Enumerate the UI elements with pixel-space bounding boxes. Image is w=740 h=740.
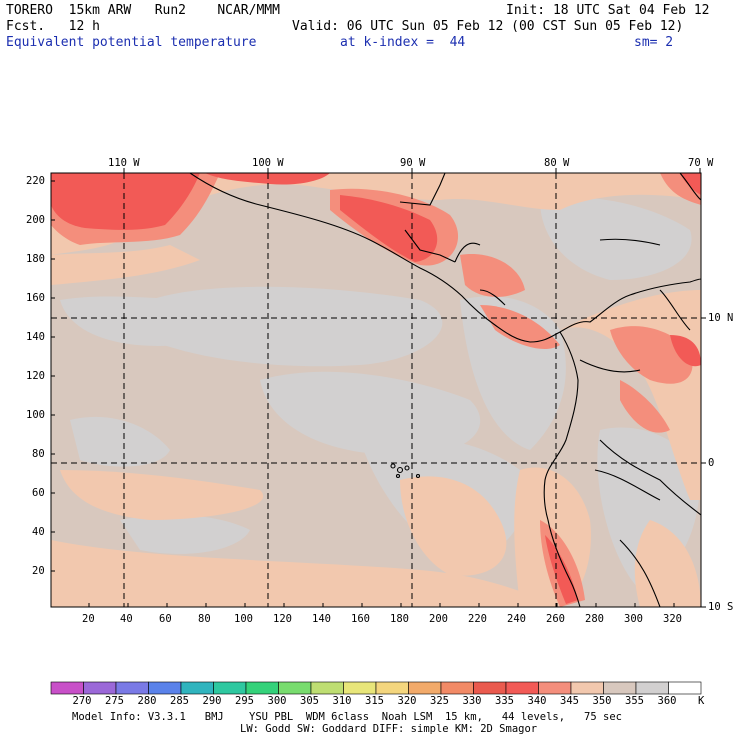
colorbar-label: 270 <box>72 695 92 707</box>
colorbar-unit: K <box>698 695 705 707</box>
colorbar-swatch <box>635 681 669 695</box>
y-tick-label: 60 <box>32 487 45 499</box>
colorbar-label: 280 <box>137 695 157 707</box>
colorbar-label: 300 <box>267 695 287 707</box>
lon-label: 90 W <box>400 157 426 169</box>
colorbar-label: 345 <box>560 695 579 707</box>
colorbar-label: 315 <box>365 695 384 707</box>
x-tick-label: 100 <box>234 613 253 625</box>
colorbar-swatch <box>473 681 507 695</box>
coastlines <box>189 173 701 607</box>
colorbar-swatch <box>245 681 279 695</box>
colorbar-label: 335 <box>495 695 514 707</box>
x-tick-label: 160 <box>351 613 370 625</box>
lon-label: 100 W <box>252 157 284 169</box>
colorbar-label: 330 <box>462 695 482 707</box>
x-tick-label: 60 <box>159 613 172 625</box>
x-tick-label: 200 <box>429 613 448 625</box>
colorbar-label: 295 <box>235 695 254 707</box>
y-tick-label: 80 <box>32 448 45 460</box>
colorbar-swatch <box>603 681 637 695</box>
colorbar-swatch <box>570 681 604 695</box>
colorbar-swatch <box>310 681 344 695</box>
colorbar-label: 340 <box>527 695 547 707</box>
axis-ticks <box>51 168 706 608</box>
forecast-hour: Fcst. 12 h <box>6 19 100 34</box>
colorbar-label: 310 <box>332 695 352 707</box>
y-tick-label: 140 <box>26 331 45 343</box>
colorbar-label: 325 <box>430 695 449 707</box>
latlon-grid <box>51 173 701 607</box>
y-tick-label: 160 <box>26 292 45 304</box>
y-tick-label: 220 <box>26 175 45 187</box>
x-tick-label: 320 <box>663 613 682 625</box>
colorbar-label: 305 <box>300 695 319 707</box>
x-tick-label: 20 <box>82 613 95 625</box>
y-tick-label: 100 <box>26 409 45 421</box>
colorbar-swatch <box>668 681 702 695</box>
y-tick-label: 180 <box>26 253 45 265</box>
x-tick-label: 40 <box>120 613 133 625</box>
colorbar-swatch <box>440 681 474 695</box>
smoothing-info: sm= 2 <box>634 35 674 50</box>
x-tick-label: 220 <box>468 613 487 625</box>
lon-label: 110 W <box>108 157 140 169</box>
low-theta-e-patches <box>60 197 700 590</box>
x-tick-label: 180 <box>390 613 409 625</box>
colorbar-swatch <box>213 681 247 695</box>
colorbar-swatch <box>538 681 572 695</box>
lat-label: 10 N <box>708 312 734 324</box>
colorbar <box>50 681 702 695</box>
x-tick-label: 280 <box>585 613 604 625</box>
lon-label: 70 W <box>688 157 714 169</box>
x-tick-label: 240 <box>507 613 526 625</box>
y-tick-label: 200 <box>26 214 45 226</box>
field-name: Equivalent potential temperature <box>6 35 257 50</box>
y-tick-label: 20 <box>32 565 45 577</box>
physics-info: LW: Godd SW: Goddard DIFF: simple KM: 2D… <box>240 723 538 735</box>
colorbar-swatch <box>278 681 312 695</box>
colorbar-label: 350 <box>592 695 612 707</box>
colorbar-swatch <box>148 681 182 695</box>
colorbar-label: 285 <box>170 695 189 707</box>
colorbar-swatch <box>115 681 149 695</box>
x-tick-label: 260 <box>546 613 565 625</box>
y-tick-label: 120 <box>26 370 45 382</box>
init-time: Init: 18 UTC Sat 04 Feb 12 <box>506 3 710 18</box>
lat-label: 0 <box>708 457 715 469</box>
lon-label: 80 W <box>544 157 570 169</box>
colorbar-swatch <box>50 681 84 695</box>
x-tick-label: 80 <box>198 613 211 625</box>
colorbar-label: 290 <box>202 695 222 707</box>
y-tick-label: 40 <box>32 526 45 538</box>
colorbar-label: 360 <box>657 695 677 707</box>
colorbar-label: 320 <box>397 695 417 707</box>
x-tick-label: 140 <box>312 613 331 625</box>
colorbar-swatch <box>505 681 539 695</box>
x-tick-label: 300 <box>624 613 643 625</box>
model-title: TORERO 15km ARW Run2 NCAR/MMM <box>6 3 280 18</box>
colorbar-swatch <box>180 681 214 695</box>
map-frame <box>50 172 702 608</box>
colorbar-label: 275 <box>105 695 124 707</box>
x-tick-label: 120 <box>273 613 292 625</box>
valid-time: Valid: 06 UTC Sun 05 Feb 12 (00 CST Sun … <box>292 19 684 34</box>
colorbar-swatch <box>375 681 409 695</box>
lat-label: 10 S <box>708 601 734 613</box>
hot-theta-e-patches <box>51 173 701 604</box>
colorbar-swatch <box>83 681 117 695</box>
colorbar-swatch <box>343 681 377 695</box>
level-info: at k-index = 44 <box>340 35 466 50</box>
colorbar-swatch <box>408 681 442 695</box>
colorbar-label: 355 <box>625 695 644 707</box>
model-info: Model Info: V3.3.1 BMJ YSU PBL WDM 6clas… <box>72 711 622 723</box>
